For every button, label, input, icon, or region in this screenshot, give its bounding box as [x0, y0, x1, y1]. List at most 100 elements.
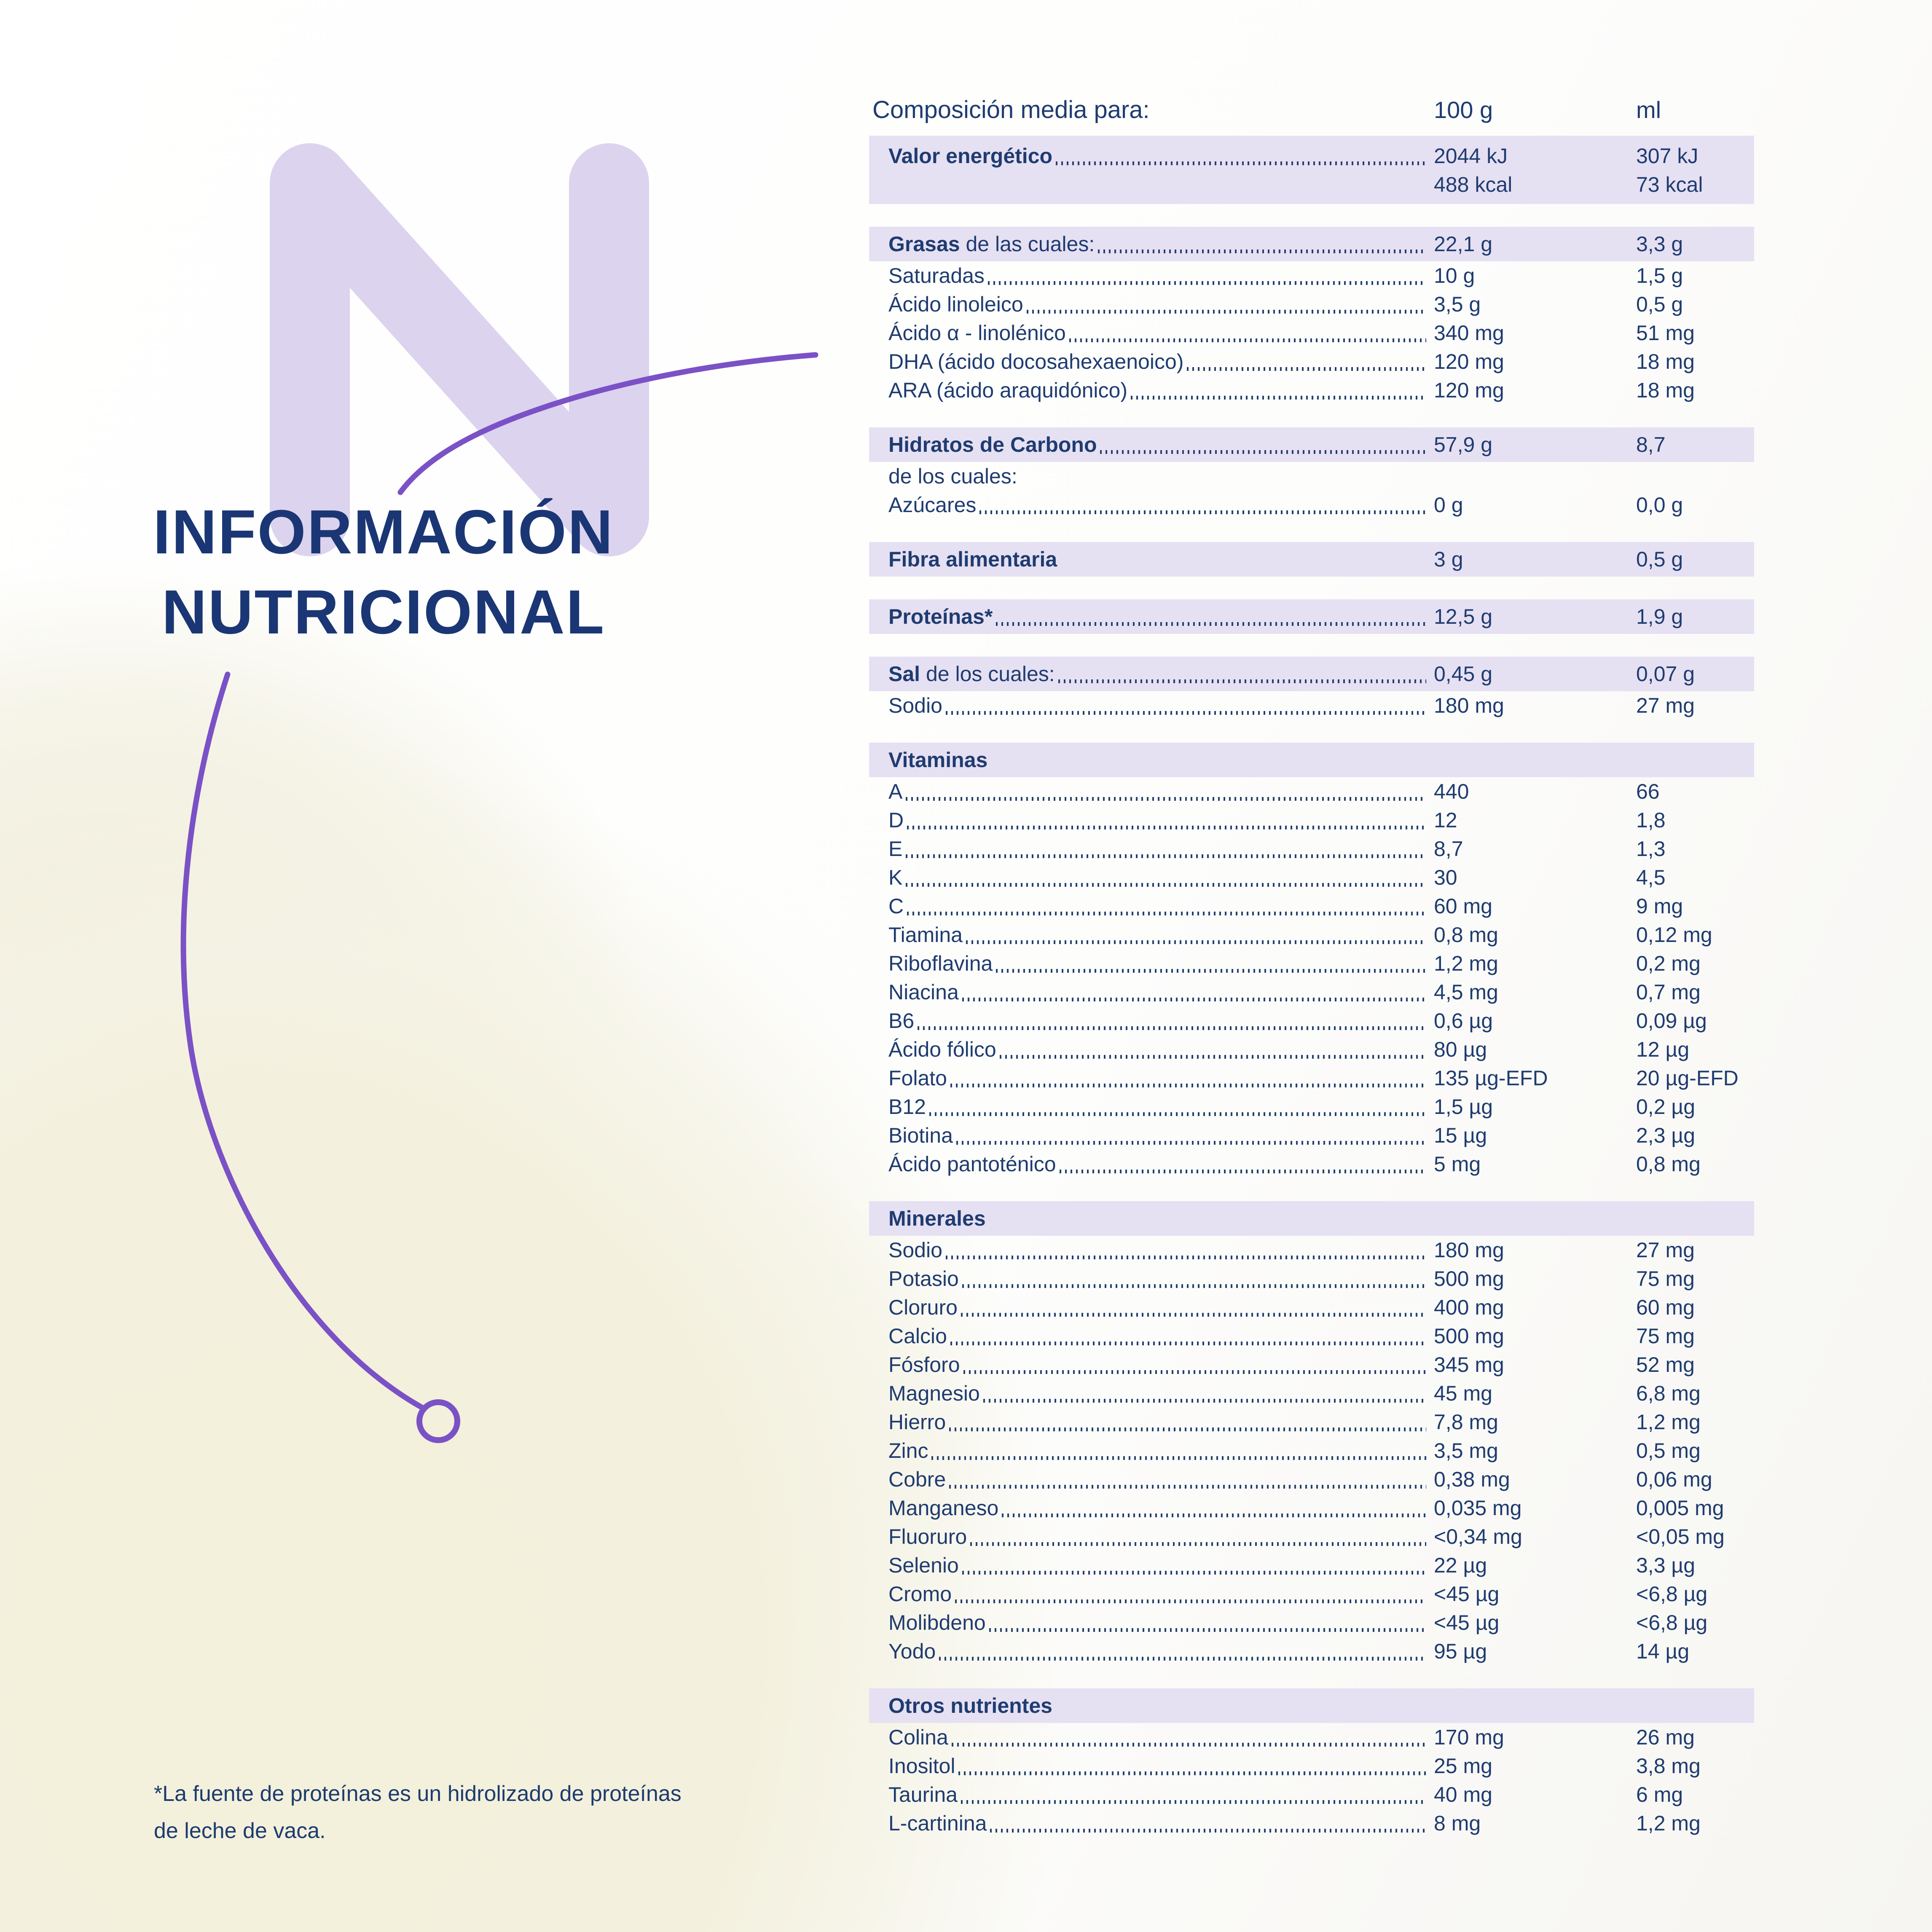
dot-leader — [961, 1313, 1426, 1317]
table-row: Grasas de las cuales: 22,1 g 3,3 g — [869, 227, 1754, 261]
table-row: Selenio 22 µg 3,3 µg — [869, 1551, 1754, 1580]
row-label: Ácido fólico — [888, 1035, 996, 1064]
value-ml: 6,8 mg — [1636, 1382, 1701, 1405]
table-header-label: Composición media para: — [872, 96, 1150, 123]
title-line-2: NUTRICIONAL — [161, 577, 606, 647]
footnote-line-2: de leche de vaca. — [154, 1819, 326, 1843]
row-label: Hierro — [888, 1408, 946, 1436]
value-100g: 1,2 mg — [1434, 952, 1498, 975]
dot-leader — [951, 1743, 1426, 1747]
table-row — [869, 519, 1754, 542]
dot-leader — [949, 1428, 1426, 1431]
value-100g: 0,6 µg — [1434, 1009, 1493, 1033]
page-title: INFORMACIÓN NUTRICIONAL — [97, 492, 670, 652]
value-ml: 12 µg — [1636, 1038, 1690, 1061]
row-label-text: Tiamina — [888, 923, 963, 947]
value-ml: 18 mg — [1636, 378, 1695, 402]
value-100g: 500 mg — [1434, 1267, 1504, 1291]
row-label-text: B6 — [888, 1009, 915, 1033]
row-label-text: L-cartinina — [888, 1811, 987, 1835]
row-label: Cromo — [888, 1580, 952, 1608]
table-row: Sal de los cuales: 0,45 g 0,07 g — [869, 657, 1754, 691]
value-100g: 340 mg — [1434, 321, 1504, 345]
dot-leader — [1069, 338, 1426, 342]
column-header-100g: 100 g — [1434, 97, 1493, 123]
value-100g: 400 mg — [1434, 1296, 1504, 1319]
value-100g: 12 — [1434, 808, 1457, 832]
row-label-text: Cloruro — [888, 1296, 958, 1319]
row-label-bold: Fibra alimentaria — [888, 547, 1057, 571]
value-100g: 0 g — [1434, 493, 1463, 517]
row-label: Azúcares — [888, 491, 976, 519]
value-100g: 2044 kJ 488 kcal — [1434, 144, 1513, 196]
row-label-text: Ácido pantoténico — [888, 1152, 1056, 1176]
dot-leader — [872, 648, 1439, 652]
row-label: Sal de los cuales: — [888, 660, 1055, 688]
value-ml: 3,8 mg — [1636, 1754, 1701, 1778]
dot-leader — [950, 1084, 1426, 1087]
table-row: Niacina 4,5 mg 0,7 mg — [869, 978, 1754, 1006]
table-row: Folato 135 µg-EFD 20 µg-EFD — [869, 1064, 1754, 1092]
row-label: Magnesio — [888, 1379, 980, 1408]
table-row: Colina 170 mg 26 mg — [869, 1723, 1754, 1752]
value-100g — [1434, 462, 1636, 491]
value-100g: 120 mg — [1434, 350, 1504, 373]
column-header-ml: ml — [1636, 97, 1661, 123]
value-ml — [1649, 1178, 1754, 1201]
row-label-text: Sodio — [888, 694, 942, 717]
value-100g: 180 mg — [1434, 694, 1504, 717]
value-ml — [1649, 634, 1754, 657]
dot-leader — [970, 1542, 1426, 1546]
row-label-text: Ácido fólico — [888, 1038, 996, 1061]
value-100g: 57,9 g — [1434, 433, 1493, 456]
value-ml: 52 mg — [1636, 1353, 1695, 1377]
row-label: Fibra alimentaria — [888, 545, 1057, 574]
dot-leader — [906, 883, 1426, 887]
row-label-text: Taurina — [888, 1783, 958, 1806]
table-row: C 60 mg 9 mg — [869, 892, 1754, 920]
dot-leader — [1002, 1513, 1426, 1517]
table-row — [869, 577, 1754, 599]
dot-leader — [989, 1628, 1426, 1632]
row-label-bold: Grasas — [888, 232, 960, 256]
row-label-text: Fósforo — [888, 1353, 960, 1377]
dot-leader — [962, 998, 1426, 1001]
row-label: E — [888, 835, 902, 863]
row-label: B12 — [888, 1092, 926, 1121]
value-ml: 2,3 µg — [1636, 1124, 1696, 1147]
table-row: Ácido α - linolénico 340 mg 51 mg — [869, 319, 1754, 347]
value-100g: 1,5 µg — [1434, 1095, 1493, 1119]
value-ml: <0,05 mg — [1636, 1525, 1725, 1548]
value-100g: 180 mg — [1434, 1238, 1504, 1262]
dot-leader — [955, 1599, 1426, 1603]
value-100g: 40 mg — [1434, 1783, 1492, 1806]
value-100g: 345 mg — [1434, 1353, 1504, 1377]
table-row: E 8,7 1,3 — [869, 835, 1754, 863]
row-label-text: DHA (ácido docosahexaenoico) — [888, 350, 1184, 373]
value-ml — [1636, 1204, 1741, 1233]
value-ml — [1649, 204, 1754, 227]
dot-leader — [1187, 367, 1426, 371]
row-label-text: Cobre — [888, 1468, 946, 1491]
table-row: Tiamina 0,8 mg 0,12 mg — [869, 920, 1754, 949]
value-ml — [1636, 462, 1741, 491]
row-label: Manganeso — [888, 1494, 998, 1522]
dot-leader — [963, 1370, 1426, 1374]
row-label: Inositol — [888, 1752, 955, 1780]
value-ml: 18 mg — [1636, 350, 1695, 373]
value-ml: 1,5 g — [1636, 264, 1683, 287]
row-label-text: Magnesio — [888, 1382, 980, 1405]
dot-leader — [1026, 310, 1426, 314]
table-row: Zinc 3,5 mg 0,5 mg — [869, 1436, 1754, 1465]
dot-leader — [931, 1456, 1426, 1460]
dot-leader — [945, 711, 1426, 715]
value-100g — [1446, 577, 1649, 599]
value-100g — [1446, 204, 1649, 227]
table-row: Riboflavina 1,2 mg 0,2 mg — [869, 949, 1754, 978]
table-row: K 30 4,5 — [869, 863, 1754, 892]
value-100g: 0,8 mg — [1434, 923, 1498, 947]
table-row: Otros nutrientes — [869, 1688, 1754, 1723]
dot-leader — [929, 1112, 1426, 1116]
dot-leader — [987, 281, 1426, 285]
value-ml: 60 mg — [1636, 1296, 1695, 1319]
